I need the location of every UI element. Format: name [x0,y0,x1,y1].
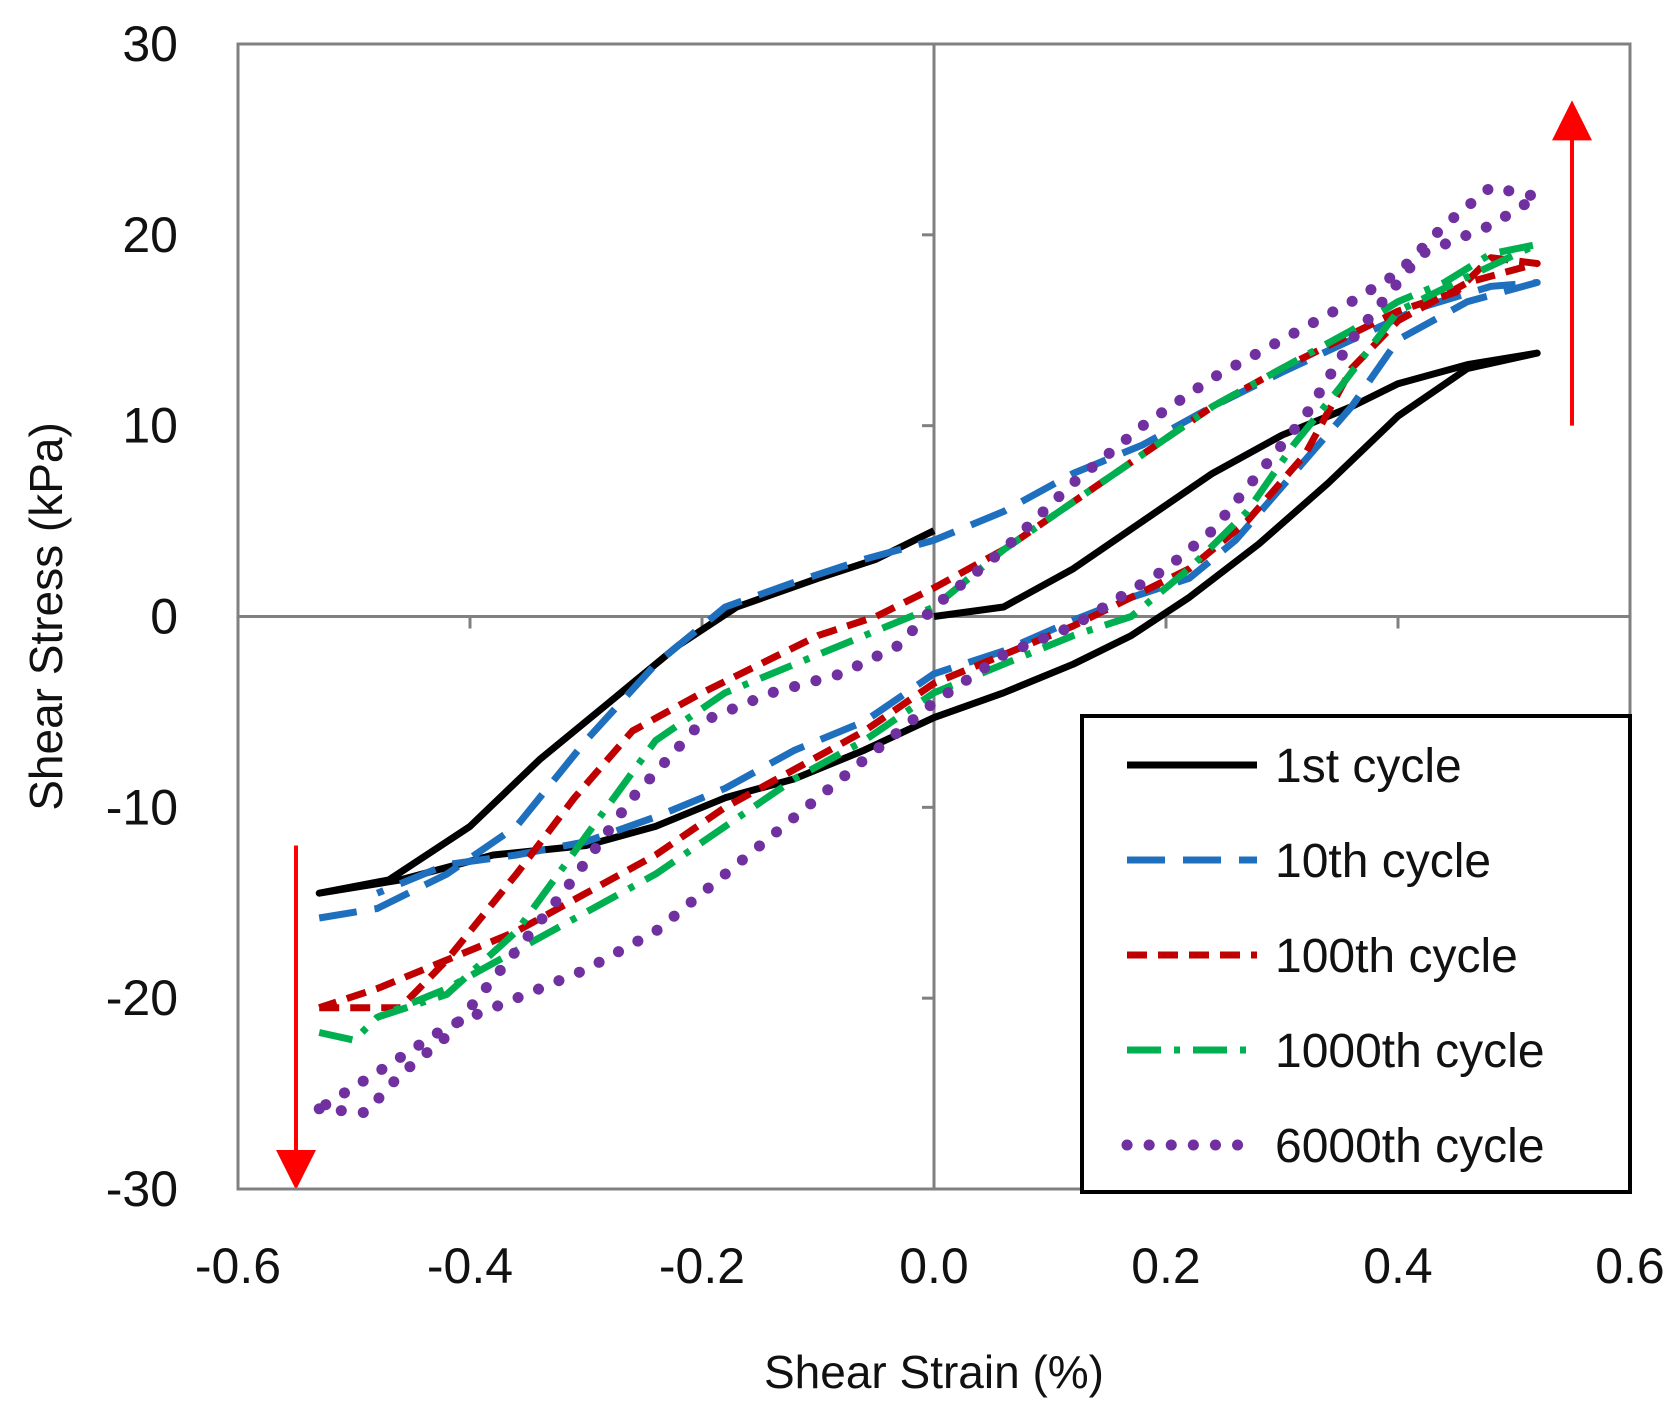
series-line-10th-cycle [318,279,1541,922]
y-axis-title: Shear Stress (kPa) [20,422,72,811]
legend-label: 1000th cycle [1275,1025,1545,1078]
x-tick-label: 0.2 [1131,1238,1201,1294]
data-series [313,181,1543,1119]
legend: 1st cycle 10th cycle 100th cycle 1000th cyc… [1080,714,1632,1194]
x-tick-label: -0.2 [659,1238,745,1294]
y-tick-label: 30 [122,16,178,72]
series-line-6000th-cycle [313,181,1543,1119]
series-line-1000th-cycle [318,240,1541,1044]
y-tick-label: 10 [122,398,178,454]
x-tick-label: 0.0 [899,1238,969,1294]
direction-arrows [276,100,1592,1190]
x-tick-label: 0.6 [1595,1238,1665,1294]
legend-label: 1st cycle [1275,740,1462,793]
legend-label: 100th cycle [1275,930,1518,983]
plot-area-border [236,42,1632,1191]
tick-labels: -0.6 -0.4 -0.2 0.0 0.2 0.4 0.6 -30 -20 -10 0 10 20 30 [106,16,1665,1294]
series-line-100th-cycle [318,254,1541,1012]
y-tick-label: -30 [106,1161,178,1217]
legend-label: 10th cycle [1275,835,1491,888]
x-tick-label: -0.6 [195,1238,281,1294]
y-tick-label: -20 [106,970,178,1026]
legend-label: 6000th cycle [1275,1120,1545,1173]
x-tick-label: -0.4 [427,1238,513,1294]
y-tick-label: 20 [122,207,178,263]
x-axis-title: Shear Strain (%) [764,1346,1104,1398]
y-tick-label: 0 [150,589,178,645]
series-line-1st-cycle [315,349,1541,897]
x-tick-label: 0.4 [1363,1238,1433,1294]
y-tick-label: -10 [106,779,178,835]
